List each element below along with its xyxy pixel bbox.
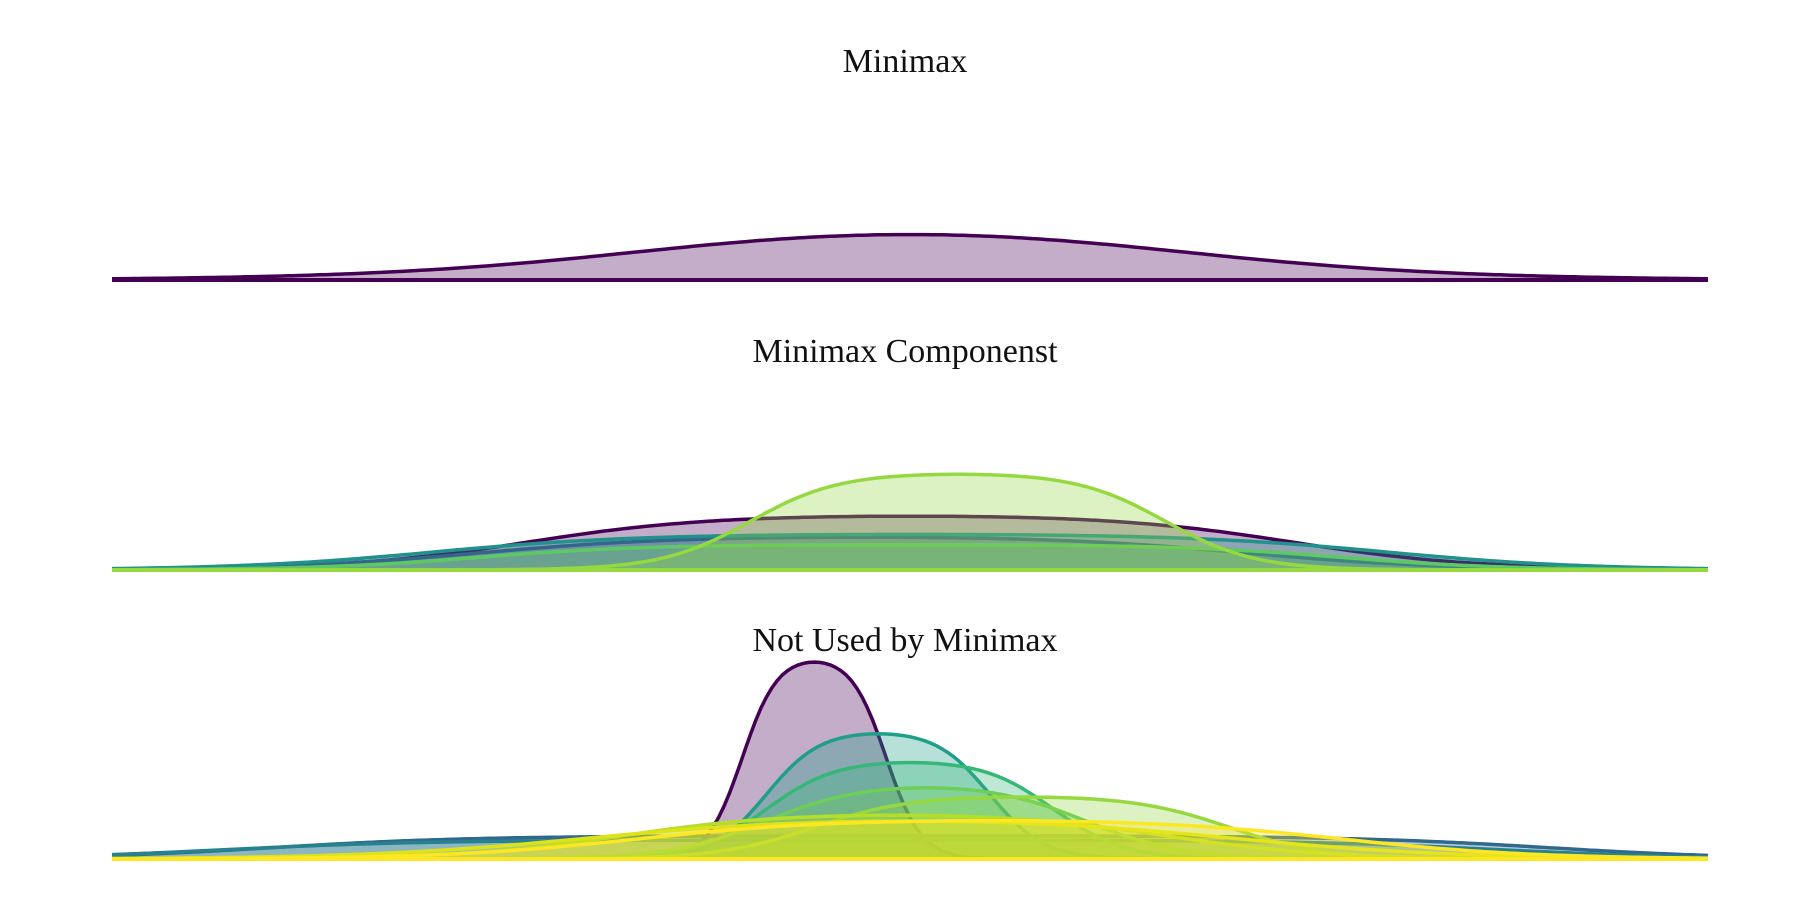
series-0-area — [112, 234, 1708, 280]
series-5-area — [112, 787, 1708, 859]
series-4-area — [112, 474, 1708, 570]
plot-area — [112, 232, 1708, 282]
series-1-area — [112, 537, 1708, 570]
panel-minimax: Minimax — [112, 43, 1708, 282]
series-3-line — [112, 543, 1708, 572]
panel-minimax-components: Minimax Componenst — [111, 333, 1709, 572]
series-2-line — [111, 532, 1709, 571]
plot-area — [111, 660, 1709, 861]
series-9-line — [112, 818, 1708, 861]
series-3-area — [112, 544, 1708, 570]
panel-title: Not Used by Minimax — [752, 622, 1057, 659]
series-2-area — [112, 534, 1708, 570]
panel-title: Minimax — [843, 43, 968, 80]
series-7-area — [112, 815, 1708, 859]
plot-area — [111, 472, 1709, 572]
series-6-area — [112, 797, 1708, 859]
series-0-line — [112, 232, 1708, 281]
series-3-area — [112, 733, 1708, 859]
panel-title: Minimax Componenst — [752, 333, 1058, 370]
series-4-area — [112, 762, 1708, 859]
series-9-area — [112, 820, 1708, 859]
panel-not-used-by-minimax: Not Used by Minimax — [111, 622, 1709, 861]
